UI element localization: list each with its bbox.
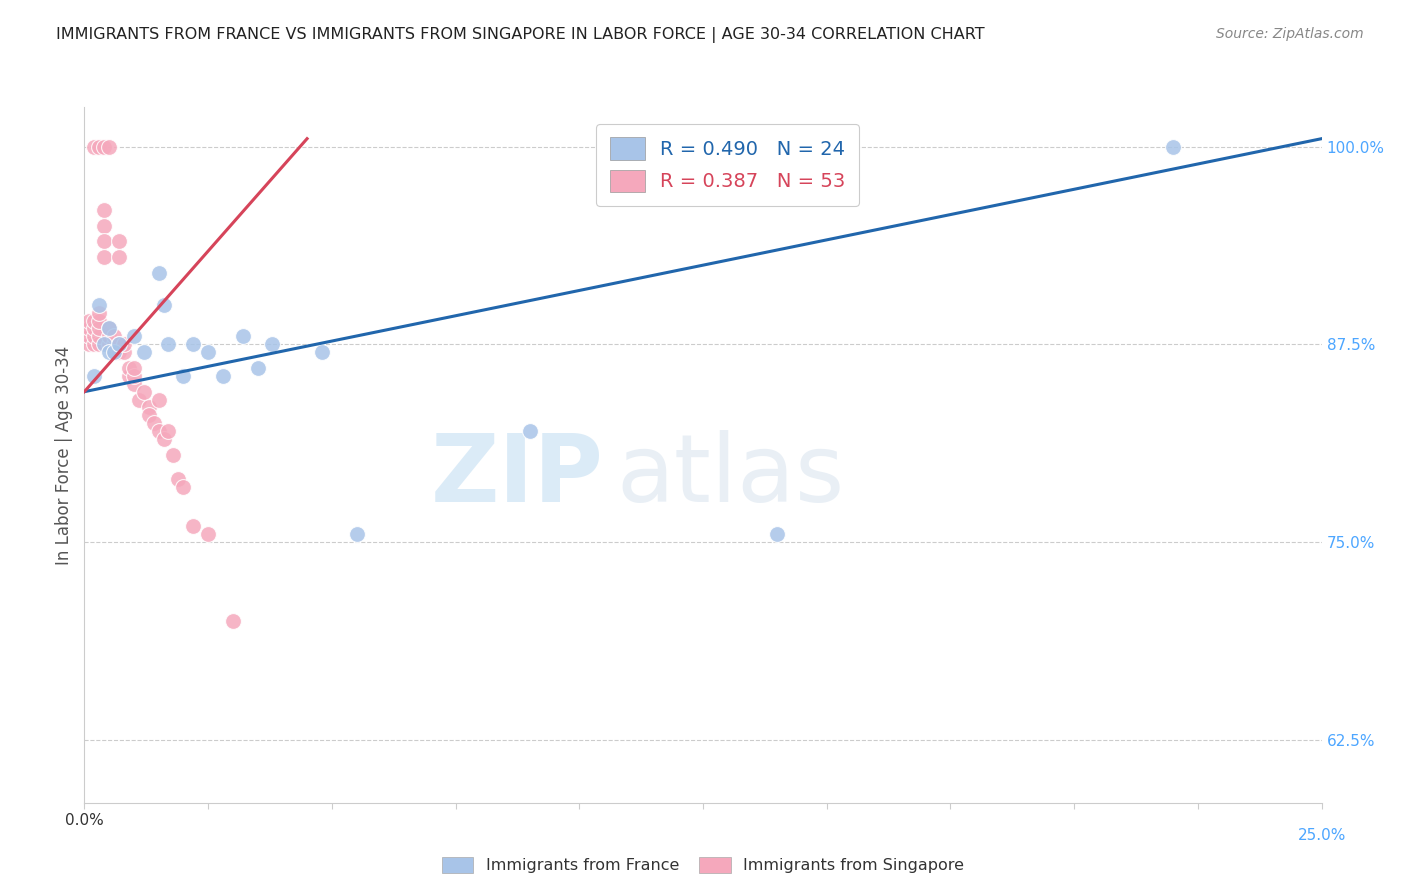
Point	[89, 321, 111, 335]
Point	[108, 235, 131, 249]
Point	[1161, 139, 1184, 153]
Point	[83, 139, 105, 153]
Point	[103, 345, 125, 359]
Point	[79, 321, 101, 335]
Text: ZIP: ZIP	[432, 430, 605, 522]
Point	[89, 337, 111, 351]
Legend: Immigrants from France, Immigrants from Singapore: Immigrants from France, Immigrants from …	[434, 850, 972, 880]
Point	[197, 345, 219, 359]
Point	[181, 337, 204, 351]
Point	[93, 202, 115, 217]
Point	[232, 329, 254, 343]
Point	[83, 337, 105, 351]
Point	[98, 329, 121, 343]
Point	[212, 368, 235, 383]
Point	[93, 235, 115, 249]
Text: 25.0%: 25.0%	[1298, 828, 1346, 843]
Point	[122, 376, 145, 391]
Point	[83, 321, 105, 335]
Point	[222, 614, 245, 628]
Point	[89, 139, 111, 153]
Point	[181, 519, 204, 533]
Point	[766, 527, 789, 541]
Point	[197, 527, 219, 541]
Point	[157, 337, 180, 351]
Point	[108, 250, 131, 264]
Point	[93, 139, 115, 153]
Text: atlas: atlas	[616, 430, 845, 522]
Point	[148, 392, 170, 407]
Point	[346, 527, 368, 541]
Point	[89, 313, 111, 327]
Point	[122, 368, 145, 383]
Point	[108, 337, 131, 351]
Point	[172, 368, 194, 383]
Point	[152, 432, 174, 446]
Point	[246, 360, 269, 375]
Point	[122, 329, 145, 343]
Point	[167, 472, 190, 486]
Point	[132, 345, 155, 359]
Point	[89, 298, 111, 312]
Point	[118, 368, 141, 383]
Point	[98, 321, 121, 335]
Point	[262, 337, 284, 351]
Point	[132, 384, 155, 399]
Point	[112, 337, 135, 351]
Point	[519, 424, 541, 438]
Text: IMMIGRANTS FROM FRANCE VS IMMIGRANTS FROM SINGAPORE IN LABOR FORCE | AGE 30-34 C: IMMIGRANTS FROM FRANCE VS IMMIGRANTS FRO…	[56, 27, 984, 43]
Point	[138, 409, 160, 423]
Point	[93, 250, 115, 264]
Point	[79, 313, 101, 327]
Point	[89, 305, 111, 319]
Point	[79, 337, 101, 351]
Point	[103, 329, 125, 343]
Point	[98, 345, 121, 359]
Point	[157, 424, 180, 438]
Point	[83, 329, 105, 343]
Point	[93, 219, 115, 233]
Point	[79, 329, 101, 343]
Point	[83, 313, 105, 327]
Point	[112, 345, 135, 359]
Point	[172, 479, 194, 493]
Y-axis label: In Labor Force | Age 30-34: In Labor Force | Age 30-34	[55, 345, 73, 565]
Point	[89, 329, 111, 343]
Point	[98, 321, 121, 335]
Point	[128, 392, 150, 407]
Point	[148, 266, 170, 280]
Point	[108, 337, 131, 351]
Legend: R = 0.490   N = 24, R = 0.387   N = 53: R = 0.490 N = 24, R = 0.387 N = 53	[596, 124, 859, 205]
Point	[83, 368, 105, 383]
Point	[152, 298, 174, 312]
Point	[98, 337, 121, 351]
Point	[148, 424, 170, 438]
Point	[108, 345, 131, 359]
Point	[118, 360, 141, 375]
Point	[122, 360, 145, 375]
Point	[162, 448, 184, 462]
Point	[98, 139, 121, 153]
Point	[138, 401, 160, 415]
Text: Source: ZipAtlas.com: Source: ZipAtlas.com	[1216, 27, 1364, 41]
Point	[103, 345, 125, 359]
Point	[93, 337, 115, 351]
Point	[311, 345, 333, 359]
Point	[142, 417, 165, 431]
Point	[103, 337, 125, 351]
